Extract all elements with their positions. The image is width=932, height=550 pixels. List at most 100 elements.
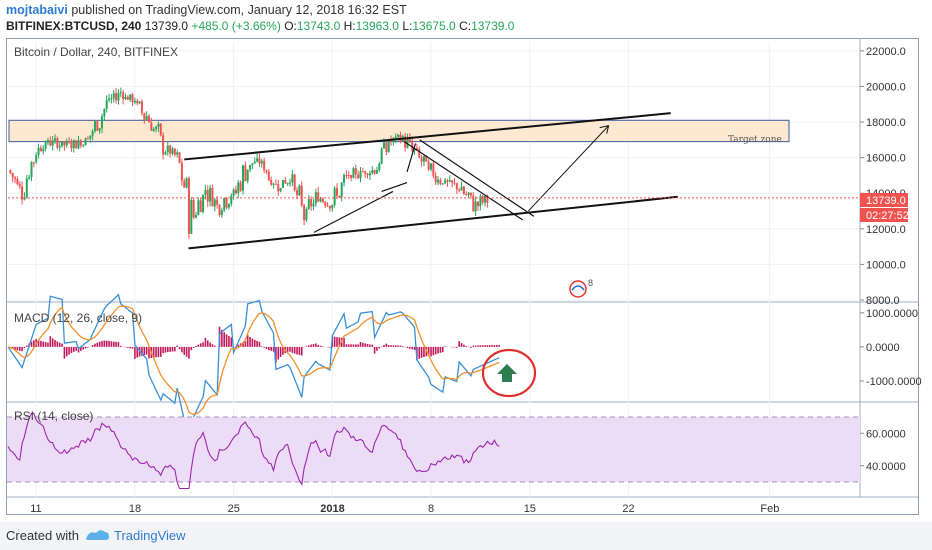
- candle-body: [159, 123, 162, 136]
- close-label: C:: [459, 19, 472, 33]
- candle-body: [397, 134, 400, 137]
- candle-body: [418, 148, 421, 158]
- candle-body: [293, 174, 296, 191]
- candle-body: [72, 140, 75, 149]
- candle-body: [312, 203, 315, 207]
- countdown-tag: [860, 208, 908, 222]
- candle-body: [216, 199, 219, 205]
- countdown-tag-label: 02:27:52: [866, 210, 909, 222]
- candle-body: [326, 205, 329, 207]
- grid-lines: [8, 42, 858, 497]
- time-tick-label: 18: [129, 503, 141, 515]
- candle-body: [434, 175, 437, 183]
- price-tick-label: 20000.0: [866, 81, 906, 93]
- candle-body: [28, 177, 31, 179]
- candle-body: [296, 190, 299, 196]
- candle-body: [462, 186, 465, 195]
- high-value: 13963.0: [355, 19, 399, 33]
- lower-channel-line: [188, 195, 678, 250]
- candle-body: [75, 140, 78, 149]
- price-tick-label: 22000.0: [866, 46, 906, 58]
- candle-body: [225, 197, 228, 208]
- candle-body: [274, 183, 277, 185]
- candle-body: [37, 147, 40, 155]
- high-label: H:: [343, 19, 356, 33]
- candle-body: [58, 145, 61, 148]
- candle-body: [303, 205, 306, 221]
- candle-body: [479, 196, 482, 207]
- candle-body: [343, 175, 346, 183]
- candle-body: [310, 199, 313, 207]
- event-flag-icon[interactable]: 8: [569, 278, 593, 298]
- candle-body: [387, 139, 390, 152]
- svg-text:8: 8: [588, 278, 593, 288]
- low-value: 13675.0: [412, 19, 456, 33]
- close-value: 13739.0: [471, 19, 515, 33]
- macd-tick-label: 1000.0000: [866, 308, 918, 320]
- candle-body: [361, 171, 364, 173]
- candle-body: [197, 200, 200, 216]
- candle-body: [96, 121, 99, 131]
- candle-body: [242, 165, 244, 191]
- candle-body: [192, 200, 195, 218]
- candle-body: [136, 100, 139, 104]
- candle-body: [385, 142, 388, 152]
- candle-body: [25, 178, 28, 198]
- candle-body: [183, 180, 186, 188]
- candle-body: [422, 155, 425, 162]
- candle-body: [289, 182, 291, 184]
- candle-body: [30, 162, 33, 178]
- candle-body: [359, 171, 362, 179]
- author-link[interactable]: mojtabaivi: [6, 3, 68, 17]
- candle-body: [354, 168, 357, 175]
- candle-body: [35, 154, 38, 163]
- candle-body: [171, 148, 174, 154]
- time-tick-label: Feb: [760, 503, 779, 515]
- candle-body: [220, 210, 223, 215]
- candle-body: [465, 194, 468, 196]
- candle-body: [251, 163, 254, 166]
- time-tick-label: 15: [524, 503, 536, 515]
- candle-body: [347, 175, 350, 177]
- candle-body: [133, 100, 136, 103]
- candle-body: [117, 93, 120, 101]
- candle-body: [253, 161, 256, 164]
- low-label: L:: [402, 19, 413, 33]
- candle-body: [263, 160, 266, 171]
- rsi-tick-label: 60.0000: [866, 428, 906, 440]
- candle-body: [21, 186, 24, 200]
- price-tick-label: 10000.0: [866, 259, 906, 271]
- candle-body: [300, 185, 303, 206]
- candle-body: [378, 163, 381, 171]
- candle-body: [307, 199, 310, 209]
- candle-body: [458, 189, 461, 191]
- candle-body: [394, 136, 397, 138]
- candle-body: [180, 162, 183, 181]
- candle-body: [164, 152, 167, 155]
- tradingview-logo-icon[interactable]: [84, 527, 110, 543]
- candle-body: [331, 204, 334, 209]
- candle-body: [246, 169, 249, 182]
- time-tick-label: 2018: [320, 503, 344, 515]
- candle-body: [375, 170, 378, 174]
- candle-body: [65, 141, 68, 146]
- candle-body: [415, 148, 418, 150]
- candle-body: [218, 204, 221, 215]
- open-label: O:: [284, 19, 297, 33]
- candle-body: [345, 175, 348, 177]
- chart-canvas[interactable]: 22000.020000.018000.016000.014000.012000…: [0, 0, 932, 520]
- candle-body: [291, 174, 294, 183]
- tradingview-brand[interactable]: TradingView: [114, 528, 186, 543]
- projection-arrow-line: [527, 125, 610, 212]
- candle-body: [321, 198, 324, 203]
- candle-body: [324, 202, 327, 206]
- candle-body: [237, 182, 240, 194]
- candle-body: [439, 179, 442, 184]
- candle-body: [206, 189, 209, 202]
- candle-body: [227, 203, 230, 208]
- candle-body: [54, 138, 56, 141]
- candle-body: [185, 178, 188, 188]
- candle-body: [265, 170, 268, 172]
- candle-body: [119, 92, 122, 94]
- candle-body: [122, 92, 125, 100]
